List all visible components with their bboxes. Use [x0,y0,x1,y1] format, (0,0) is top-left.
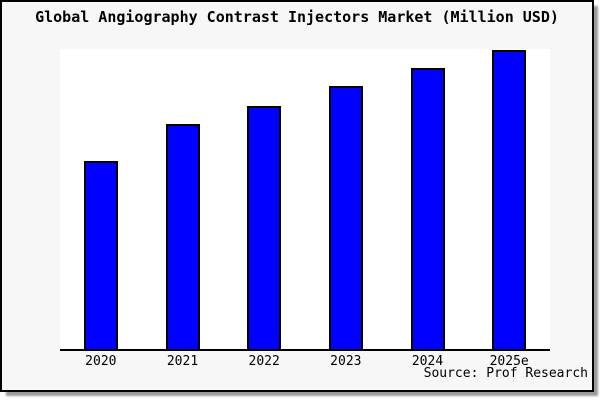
x-tick-label-2022: 2022 [248,354,280,369]
x-tick-label-2023: 2023 [330,354,362,369]
bar-2024 [410,67,445,349]
x-tick-label-2024: 2024 [411,354,444,369]
x-axis-line [60,349,550,351]
plot-area [60,49,550,351]
x-tick-label-2021: 2021 [166,354,199,369]
x-tick-label-2025e: 2025e [489,354,529,369]
chart-title: Global Angiography Contrast Injectors Ma… [35,8,559,26]
bar-2025e [492,49,527,349]
bar-2021 [165,124,200,349]
bar-2020 [83,160,118,349]
chart-window: Global Angiography Contrast Injectors Ma… [0,0,594,392]
x-tick-label-2020: 2020 [85,354,117,369]
x-axis-labels: 2020 2021 2022 2023 2024 2025e [60,354,550,370]
source-note: Source: Prof Research [423,366,588,381]
bar-2022 [247,106,282,349]
bar-2023 [328,85,363,349]
